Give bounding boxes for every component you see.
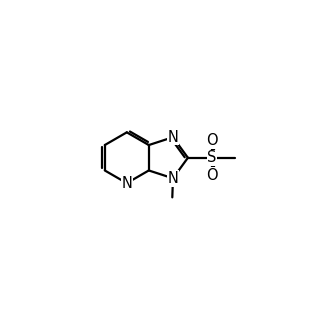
Text: N: N [168,171,179,186]
Text: N: N [168,130,179,145]
Text: N: N [121,176,132,191]
Text: S: S [207,150,217,165]
Text: O: O [206,133,218,148]
Text: O: O [206,168,218,182]
